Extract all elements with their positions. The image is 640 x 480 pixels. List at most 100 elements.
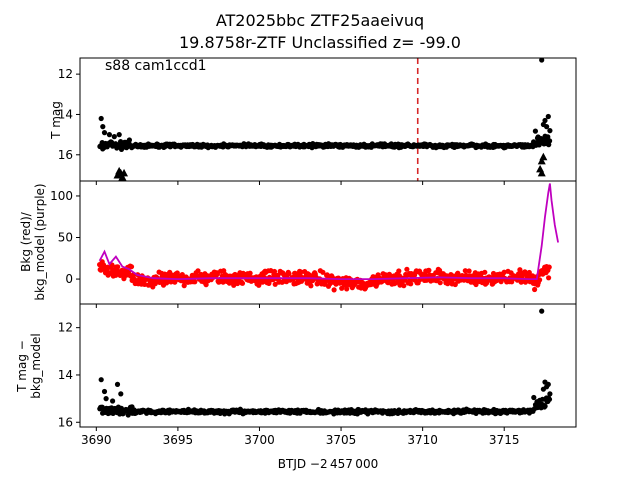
data-point-outlier bbox=[545, 381, 551, 387]
upper-limit-point bbox=[120, 168, 129, 177]
top-plot-area bbox=[97, 58, 553, 181]
y-tick-label: 12 bbox=[58, 67, 73, 81]
bkg-point bbox=[426, 267, 432, 273]
bkg-point bbox=[408, 281, 414, 287]
middle-ylabel-line1: Bkg (red)/ bbox=[19, 211, 33, 272]
x-tick-label: 3695 bbox=[163, 433, 194, 447]
sector-camera-annotation: s88 cam1ccd1 bbox=[105, 58, 207, 74]
middle-ylabel-line2: bkg_model (purple) bbox=[33, 183, 47, 300]
data-point-outlier bbox=[98, 115, 104, 122]
data-point bbox=[546, 396, 553, 402]
top-ylabel: T mag bbox=[49, 101, 63, 140]
bkg-point bbox=[271, 268, 278, 275]
x-tick-label: 3710 bbox=[407, 433, 438, 447]
data-point-outlier bbox=[542, 117, 548, 124]
data-point-outlier bbox=[114, 381, 121, 387]
bkg-point bbox=[532, 286, 538, 293]
data-point-outlier bbox=[116, 132, 122, 138]
data-point bbox=[531, 394, 537, 401]
data-point-outlier bbox=[98, 377, 104, 383]
data-point bbox=[542, 403, 548, 409]
y-tick-label: 50 bbox=[58, 231, 73, 245]
chart-title-line1: AT2025bbc ZTF25aaeivuq bbox=[216, 11, 424, 30]
bottom-ylabel-line2: bkg_model bbox=[29, 333, 43, 399]
bkg-point bbox=[344, 286, 350, 292]
top-frame bbox=[79, 57, 577, 182]
bkg-point bbox=[192, 279, 198, 285]
data-point-outlier bbox=[118, 391, 124, 397]
x-tick-label: 3690 bbox=[81, 433, 112, 447]
data-point-outlier bbox=[110, 398, 116, 404]
bottom-ylabel-line1: T mag − bbox=[15, 340, 29, 393]
bkg-point bbox=[115, 264, 121, 270]
bkg-point bbox=[401, 283, 407, 289]
data-point-outlier bbox=[544, 124, 550, 130]
bkg-point bbox=[320, 269, 326, 275]
upper-limit-point bbox=[113, 170, 122, 179]
data-point-outlier bbox=[111, 134, 117, 140]
bkg-point bbox=[462, 268, 468, 274]
data-point-outlier bbox=[101, 130, 108, 136]
data-point-outlier bbox=[539, 308, 545, 314]
x-tick-label: 3715 bbox=[489, 433, 520, 447]
bkg-model-line bbox=[98, 183, 559, 281]
panel-background: 0 50 100 bbox=[50, 180, 577, 308]
chart-title-line2: 19.8758r-ZTF Unclassified z= -99.0 bbox=[179, 33, 461, 52]
bottom-frame bbox=[79, 303, 577, 428]
upper-limit-point bbox=[539, 152, 548, 161]
bkg-point bbox=[247, 270, 253, 276]
y-tick-label: 14 bbox=[58, 368, 73, 382]
bkg-point bbox=[530, 273, 536, 279]
bkg-point bbox=[546, 275, 552, 281]
data-point-outlier bbox=[106, 132, 112, 138]
bkg-point bbox=[452, 281, 458, 288]
y-tick-label: 0 bbox=[65, 272, 73, 286]
data-point bbox=[532, 128, 539, 134]
data-point-outlier bbox=[100, 124, 106, 130]
data-point bbox=[547, 138, 553, 144]
bkg-point bbox=[195, 268, 201, 274]
bkg-point bbox=[526, 269, 532, 276]
bkg-point bbox=[466, 268, 472, 274]
x-axis-label: BTJD −2 457 000 bbox=[278, 457, 378, 471]
data-point-outlier bbox=[103, 396, 109, 402]
bkg-point bbox=[298, 269, 304, 275]
bkg-point bbox=[100, 262, 107, 268]
data-point-outlier bbox=[539, 58, 545, 63]
bkg-point bbox=[546, 264, 552, 270]
data-point bbox=[99, 404, 105, 410]
bkg-point bbox=[404, 266, 410, 272]
bkg-point bbox=[286, 271, 292, 277]
data-point-outlier bbox=[545, 113, 551, 120]
data-point bbox=[545, 134, 551, 140]
bkg-point bbox=[203, 282, 209, 288]
x-tick-label: 3700 bbox=[244, 433, 275, 447]
data-point-outlier bbox=[547, 391, 553, 397]
panel-tmag-minus-bkg: 12 14 16 3690 3695 3700 3705 3710 3715 bbox=[58, 303, 577, 447]
bottom-plot-area bbox=[97, 308, 553, 418]
y-tick-label: 14 bbox=[58, 107, 73, 121]
upper-limit-point bbox=[537, 168, 546, 177]
y-tick-label: 16 bbox=[58, 148, 73, 162]
bkg-point bbox=[482, 269, 488, 275]
bkg-point bbox=[331, 287, 337, 293]
middle-plot-area bbox=[97, 183, 559, 293]
panel-tmag: 12 14 16 bbox=[58, 57, 577, 185]
data-point-outlier bbox=[547, 128, 553, 134]
bkg-point bbox=[537, 277, 543, 283]
bkg-point bbox=[128, 264, 135, 270]
bkg-point bbox=[308, 283, 314, 289]
data-point-outlier bbox=[101, 388, 108, 395]
bkg-point bbox=[473, 281, 479, 288]
bkg-point bbox=[239, 280, 246, 286]
y-tick-label: 100 bbox=[50, 189, 73, 203]
x-tick-label: 3705 bbox=[326, 433, 357, 447]
data-point bbox=[126, 137, 132, 143]
y-tick-label: 16 bbox=[58, 415, 73, 429]
bkg-point bbox=[437, 280, 443, 286]
upper-limit-point bbox=[118, 172, 127, 181]
bkg-point bbox=[181, 283, 187, 289]
bkg-point bbox=[396, 268, 402, 274]
upper-limit-point bbox=[537, 156, 546, 165]
